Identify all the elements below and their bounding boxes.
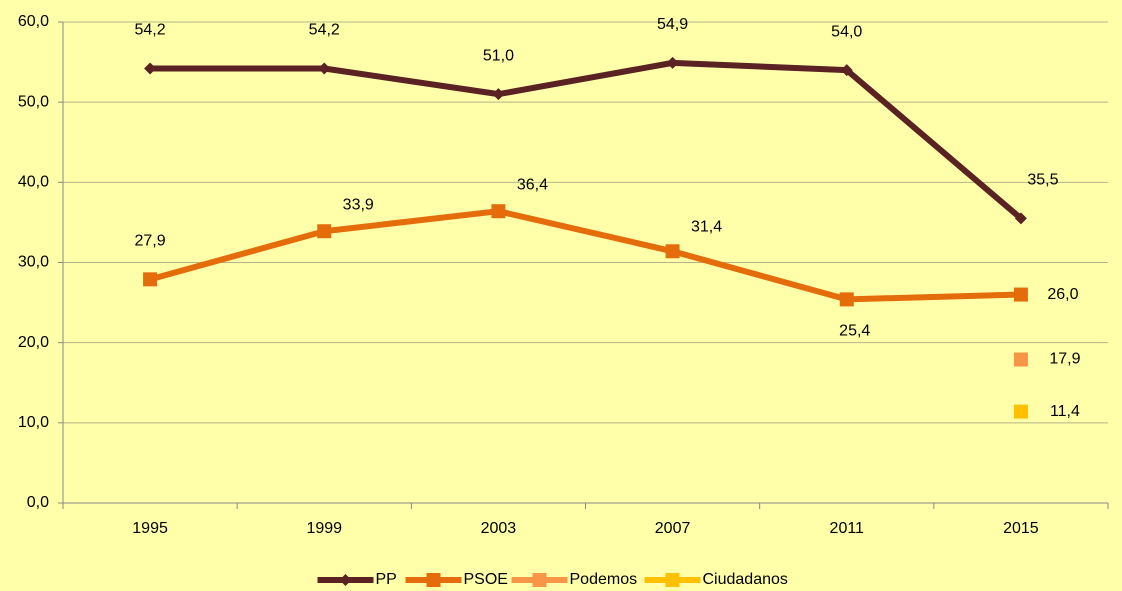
data-label: 54,0 [831,23,862,40]
data-point [492,88,505,101]
y-tick-label: 0,0 [27,494,49,511]
legend-marker [339,574,352,586]
legend-marker [532,573,547,587]
x-tick-label: 1999 [306,520,342,537]
data-label: 36,4 [517,176,548,193]
y-tick-label: 60,0 [18,13,49,30]
data-point [1013,352,1028,367]
data-label: 33,9 [343,196,374,213]
data-point [1014,212,1027,225]
data-label: 31,4 [691,218,722,235]
data-point [143,272,158,287]
data-label: 11,4 [1050,403,1080,420]
data-point [317,224,332,239]
x-tick-label: 1995 [132,520,168,537]
data-point [666,56,679,69]
legend-label: PSOE [464,571,508,588]
data-label: 27,9 [135,233,166,250]
x-tick-label: 2003 [481,520,517,537]
data-label: 54,2 [309,22,340,39]
data-point [144,62,157,75]
y-tick-label: 50,0 [18,93,49,110]
y-tick-label: 30,0 [18,254,49,271]
x-tick-label: 2007 [655,520,691,537]
y-tick-label: 40,0 [18,174,49,191]
data-label: 35,5 [1027,172,1058,189]
data-label: 25,4 [839,323,870,340]
data-label: 17,9 [1049,351,1080,368]
data-point [665,244,680,259]
x-tick-label: 2015 [1003,520,1039,537]
data-label: 54,2 [135,22,166,39]
series-line [149,208,1022,303]
y-tick-label: 20,0 [18,334,49,351]
data-point [1013,287,1028,302]
data-point [491,204,506,219]
data-point [318,62,331,75]
data-label: 54,9 [657,16,688,33]
legend-label: Podemos [570,571,638,588]
legend-marker [665,573,680,587]
data-point [1013,404,1028,419]
y-tick-label: 10,0 [18,414,49,431]
series-line [150,59,1023,221]
data-label: 51,0 [483,47,514,64]
data-point [839,292,854,307]
legend-label: Ciudadanos [703,571,788,588]
legend-marker [426,573,441,587]
legend-label: PP [376,571,397,588]
data-point [840,64,853,77]
data-label: 26,0 [1047,286,1078,303]
x-tick-label: 2011 [830,520,865,537]
